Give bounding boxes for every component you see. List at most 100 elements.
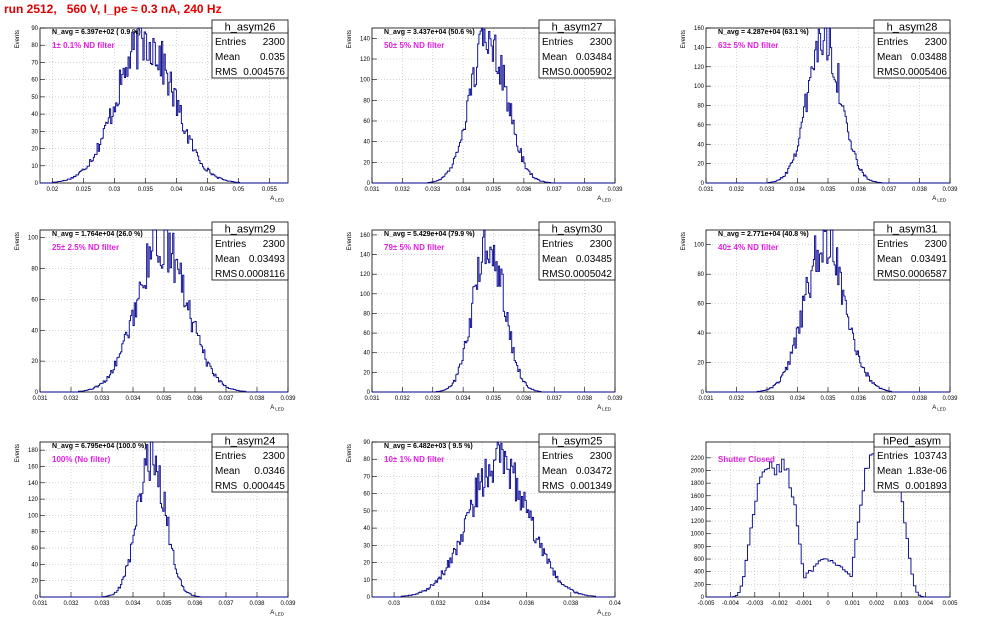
y-tick-label: 40 — [31, 112, 38, 118]
stats-mean-label: Mean — [877, 466, 902, 477]
stats-entries-label: Entries — [877, 37, 908, 48]
y-axis-label: Events — [15, 30, 21, 48]
stats-rms-label: RMS — [877, 67, 900, 78]
y-tick-label: 2200 — [691, 456, 705, 462]
stats-entries-label: Entries — [877, 451, 908, 462]
stats-entries-label: Entries — [877, 239, 908, 250]
x-tick-label: 0.03 — [388, 601, 400, 607]
stats-entries-value: 103743 — [914, 451, 948, 462]
y-tick-label: 120 — [28, 497, 39, 503]
y-tick-label: 0 — [701, 595, 705, 601]
histogram-h_asym24: 0.031 0.032 0.033 0.034 0.035 0.036 0.037 0.038… — [15, 433, 296, 617]
x-tick-label: 0.038 — [249, 601, 265, 607]
y-tick-label: 0 — [367, 181, 371, 187]
y-tick-label: 160 — [694, 26, 705, 32]
x-tick-label: 0.038 — [912, 396, 928, 402]
stats-mean-value: 0.03488 — [911, 52, 948, 63]
x-tick-label: 0.033 — [94, 601, 110, 607]
stats-histogram-name: h_asym30 — [552, 224, 603, 236]
stats-mean-value: 0.03491 — [911, 254, 948, 265]
y-tick-label: 0 — [701, 390, 705, 396]
x-tick-label: 0.036 — [851, 187, 867, 193]
x-tick-label: 0 — [826, 601, 830, 607]
navg-label: N_avg = 6.482e+03 ( 9.5 %) — [384, 443, 473, 450]
x-tick-label: 0.033 — [425, 187, 441, 193]
navg-label: N_avg = 3.437e+04 (50.6 %) — [384, 29, 475, 36]
x-tick-label: 0.035 — [138, 187, 154, 193]
stats-box: h_asym28 Entries 2300 Mean 0.03488 RMS 0.00054… — [873, 19, 951, 79]
y-tick-label: 20 — [697, 162, 704, 168]
x-tick-label: 0.032 — [395, 396, 411, 402]
x-tick-label: 0.034 — [475, 601, 491, 607]
y-tick-label: 1400 — [691, 506, 705, 512]
stats-rms-value: 0.001349 — [570, 481, 612, 492]
stats-entries-value: 2300 — [263, 37, 286, 48]
x-tick-label: 0.039 — [280, 601, 296, 607]
stats-rms-label: RMS — [877, 481, 900, 492]
stats-rms-value: 0.0006587 — [900, 269, 948, 280]
y-tick-label: 30 — [363, 543, 370, 549]
stats-entries-label: Entries — [215, 239, 246, 250]
x-tick-label: 0.037 — [547, 396, 563, 402]
stats-rms-label: RMS — [542, 67, 565, 78]
histogram-line-h_asym29 — [40, 229, 288, 393]
y-tick-label: 140 — [360, 36, 371, 42]
y-tick-label: 80 — [31, 43, 38, 49]
x-axis-label: ALED — [270, 610, 285, 617]
x-tick-label: 0.033 — [94, 396, 110, 402]
stats-box: h_asym31 Entries 2300 Mean 0.03491 RMS 0.00065… — [873, 221, 951, 281]
x-tick-label: 0.055 — [262, 187, 278, 193]
navg-label: N_avg = 5.429e+04 (79.9 %) — [384, 231, 475, 238]
x-tick-label: 0.005 — [942, 601, 958, 607]
stats-entries-label: Entries — [542, 451, 573, 462]
y-tick-label: 60 — [31, 546, 38, 552]
stats-entries-value: 2300 — [925, 37, 948, 48]
x-axis-label: ALED — [270, 405, 285, 412]
y-tick-label: 40 — [363, 526, 370, 532]
y-tick-label: 70 — [363, 474, 370, 480]
y-tick-label: 90 — [363, 440, 370, 446]
y-tick-label: 800 — [694, 544, 705, 550]
stats-mean-value: 0.03485 — [576, 254, 613, 265]
x-tick-label: 0.001 — [845, 601, 861, 607]
filter-label: 1± 0.1% ND filter — [52, 41, 115, 50]
stats-histogram-name: hPed_asym — [883, 436, 941, 448]
x-tick-label: 0.039 — [942, 396, 958, 402]
y-tick-label: 80 — [363, 457, 370, 463]
filter-label: 79± 5% ND filter — [384, 243, 444, 252]
y-tick-label: 20 — [363, 160, 370, 166]
stats-mean-label: Mean — [542, 466, 567, 477]
stats-entries-label: Entries — [215, 37, 246, 48]
histogram-h_asym29: 0.031 0.032 0.033 0.034 0.035 0.036 0.037 0.038… — [15, 221, 296, 412]
x-tick-label: 0.038 — [912, 187, 928, 193]
y-tick-label: 80 — [363, 311, 370, 317]
histogram-line-h_asym31 — [706, 229, 950, 393]
x-axis-label: ALED — [597, 405, 612, 412]
y-tick-label: 20 — [31, 579, 38, 585]
x-tick-label: 0.037 — [881, 396, 897, 402]
x-tick-label: 0.02 — [47, 187, 59, 193]
histogram-h_asym31: 0.031 0.032 0.033 0.034 0.035 0.036 0.037 0.038… — [681, 221, 958, 412]
stats-box: h_asym29 Entries 2300 Mean 0.03493 RMS 0.00081… — [211, 221, 289, 281]
y-tick-label: 0 — [35, 181, 39, 187]
x-tick-label: 0.039 — [607, 396, 623, 402]
y-tick-label: 20 — [31, 359, 38, 365]
x-tick-label: 0.039 — [942, 187, 958, 193]
histogram-h_asym26: 0.02 0.025 0.03 0.035 0.04 0.045 0.05 0.055 0 10 2… — [15, 19, 289, 203]
histogram-line-h_asym26 — [40, 27, 288, 184]
y-tick-label: 30 — [31, 129, 38, 135]
y-tick-label: 120 — [360, 272, 371, 278]
y-tick-label: 40 — [31, 562, 38, 568]
stats-entries-value: 2300 — [590, 239, 613, 250]
y-tick-label: 20 — [697, 361, 704, 367]
y-tick-label: 80 — [363, 98, 370, 104]
x-tick-label: 0.036 — [519, 601, 535, 607]
histogram-line-h_asym30 — [372, 229, 615, 393]
x-tick-label: 0.031 — [364, 396, 380, 402]
y-tick-label: 140 — [360, 253, 371, 259]
histogram-h_asym25: 0.03 0.032 0.034 0.036 0.038 0.04 0 10 20 30 40 50 6… — [347, 433, 621, 617]
x-tick-label: -0.003 — [746, 601, 764, 607]
histogram-line-h_asym27 — [372, 27, 615, 184]
histogram-h_asym30: 0.031 0.032 0.033 0.034 0.035 0.036 0.037 0.038… — [347, 221, 623, 412]
x-tick-label: 0.034 — [125, 396, 141, 402]
